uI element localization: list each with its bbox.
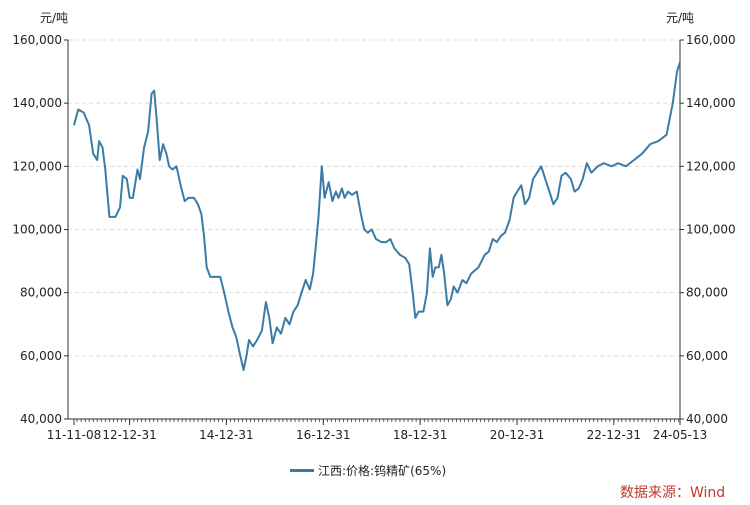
x-tick-label: 12-12-31 <box>102 428 156 442</box>
grid-lines <box>68 39 680 357</box>
x-tick-label: 20-12-31 <box>490 428 544 442</box>
y-tick-label-left: 40,000 <box>20 412 62 426</box>
y-axis-unit-right: 元/吨 <box>666 11 695 25</box>
y-tick-label-right: 140,000 <box>686 96 736 110</box>
y-tick-label-left: 80,000 <box>20 286 62 300</box>
data-source: 数据来源：Wind <box>620 485 726 501</box>
y-tick-label-left: 140,000 <box>12 96 62 110</box>
y-tick-label-right: 80,000 <box>686 286 728 300</box>
y-tick-label-left: 100,000 <box>12 223 62 237</box>
x-tick-label: 22-12-31 <box>587 428 641 442</box>
y-tick-label-left: 120,000 <box>12 159 62 173</box>
legend-swatch <box>290 469 314 472</box>
x-tick-label: 16-12-31 <box>296 428 350 442</box>
x-ticks: 11-11-08 12-12-31 14-12-31 16-12-31 18-12-31… <box>47 419 707 442</box>
y-ticks-left: 40,000 60,000 80,000 100,000 120,000 140,000 1… <box>12 33 68 426</box>
legend: 江西:价格:钨精矿(65%) <box>290 462 446 479</box>
y-tick-label-left: 160,000 <box>12 33 62 47</box>
y-tick-label-right: 100,000 <box>686 223 736 237</box>
series-line <box>73 61 681 371</box>
x-tick-label: 14-12-31 <box>199 428 253 442</box>
y-tick-label-right: 40,000 <box>686 412 728 426</box>
y-axis-unit-left: 元/吨 <box>40 11 69 25</box>
series-layer <box>73 61 681 371</box>
y-tick-label-left: 60,000 <box>20 349 62 363</box>
x-tick-label: 11-11-08 <box>47 428 101 442</box>
x-tick-label: 18-12-31 <box>393 428 447 442</box>
y-ticks-right: 40,000 60,000 80,000 100,000 120,000 140,000 1… <box>680 33 736 426</box>
y-tick-label-right: 120,000 <box>686 159 736 173</box>
x-tick-label: 24-05-13 <box>653 428 707 442</box>
y-tick-label-right: 160,000 <box>686 33 736 47</box>
y-tick-label-right: 60,000 <box>686 349 728 363</box>
legend-label: 江西:价格:钨精矿(65%) <box>318 464 447 478</box>
